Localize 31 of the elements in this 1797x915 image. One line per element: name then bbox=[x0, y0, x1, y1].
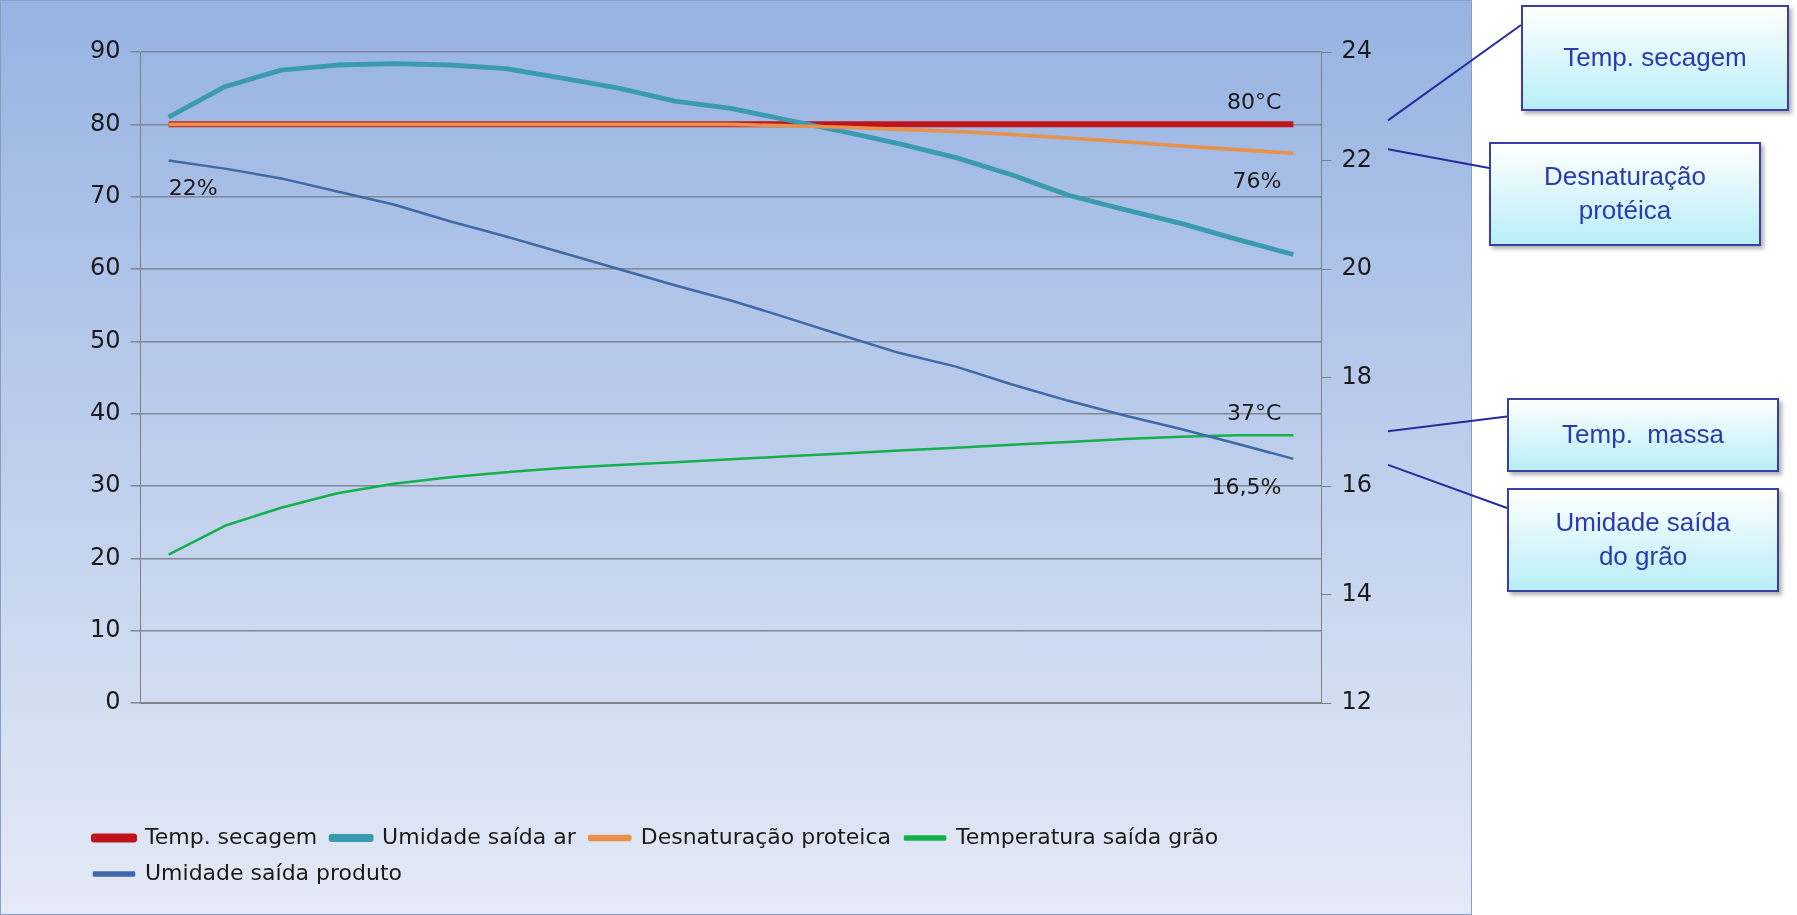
data-label: 76% bbox=[1232, 167, 1282, 193]
y-tick-label: 40 bbox=[89, 397, 121, 426]
y2-tick-label: 22 bbox=[1341, 144, 1373, 173]
legend-label: Temperatura saída grão bbox=[955, 823, 1219, 849]
data-label: 80°C bbox=[1226, 89, 1282, 115]
text: Temp. massa bbox=[1507, 398, 1779, 472]
y-tick-label: 30 bbox=[89, 470, 121, 499]
y2-tick-label: 24 bbox=[1341, 36, 1373, 65]
text: Temp. secagem bbox=[1521, 5, 1789, 111]
legend-label: Umidade saída produto bbox=[145, 859, 403, 885]
text: Umidade saída do grão bbox=[1507, 488, 1779, 592]
y2-tick-label: 16 bbox=[1341, 470, 1373, 499]
y2-tick-label: 12 bbox=[1341, 687, 1373, 716]
y2-tick-label: 18 bbox=[1341, 361, 1373, 390]
y2-tick-label: 20 bbox=[1341, 253, 1373, 282]
y-tick-label: 60 bbox=[89, 253, 121, 282]
y-tick-label: 90 bbox=[89, 36, 121, 65]
y-tick-label: 10 bbox=[89, 614, 121, 643]
legend-label: Umidade saída ar bbox=[382, 823, 577, 849]
y-tick-label: 50 bbox=[89, 325, 121, 354]
text: Desnaturação protéica bbox=[1489, 142, 1761, 246]
legend-label: Desnaturação proteica bbox=[640, 823, 892, 849]
legend-label: Temp. secagem bbox=[144, 823, 318, 849]
y-tick-label: 20 bbox=[89, 542, 121, 571]
y-tick-label: 80 bbox=[89, 108, 121, 137]
data-label: 16,5% bbox=[1211, 473, 1282, 499]
data-label: 37°C bbox=[1226, 400, 1282, 426]
y2-tick-label: 14 bbox=[1341, 578, 1373, 607]
y-tick-label: 70 bbox=[89, 180, 121, 209]
y-tick-label: 0 bbox=[105, 687, 121, 716]
data-label: 22% bbox=[168, 175, 218, 201]
